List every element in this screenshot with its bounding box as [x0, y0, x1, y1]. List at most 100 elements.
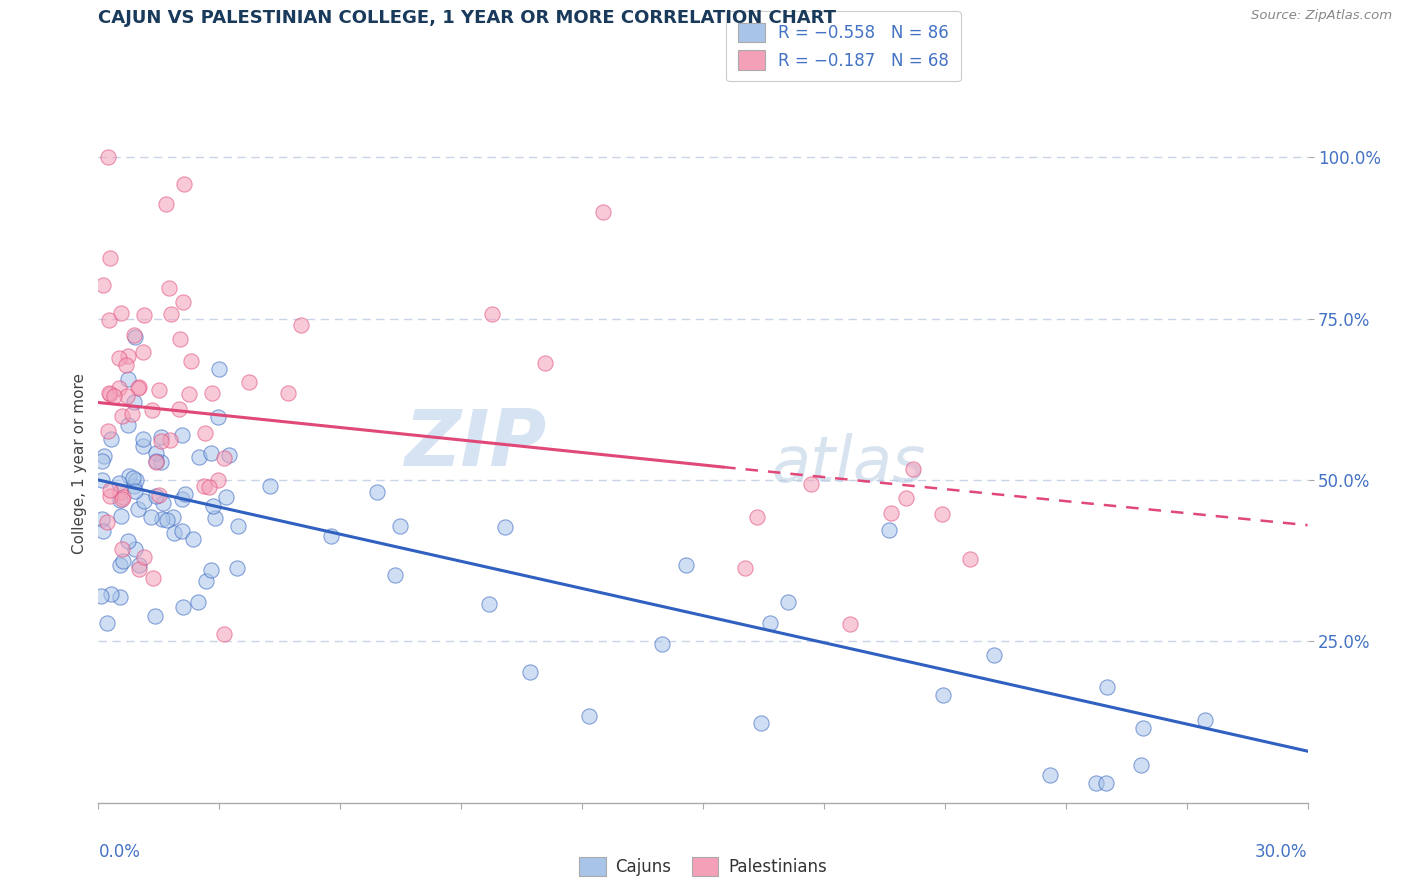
- Point: [98, 251, 121, 265]
- Point: [122, 328, 145, 343]
- Point: [98, 483, 121, 497]
- Point: [110, 484, 132, 499]
- Point: [170, 428, 193, 442]
- Point: [759, 615, 782, 630]
- Point: [150, 512, 173, 526]
- Point: [128, 562, 150, 576]
- Text: 0.0%: 0.0%: [98, 844, 141, 862]
- Point: [132, 308, 155, 322]
- Point: [124, 483, 146, 498]
- Point: [141, 510, 163, 524]
- Point: [208, 362, 231, 376]
- Point: [121, 407, 143, 421]
- Point: [149, 430, 172, 444]
- Point: [148, 383, 170, 397]
- Point: [290, 318, 312, 333]
- Point: [128, 558, 150, 572]
- Point: [200, 446, 222, 460]
- Point: [111, 541, 134, 556]
- Point: [1094, 776, 1116, 790]
- Point: [481, 307, 503, 321]
- Point: [226, 519, 249, 533]
- Point: [125, 473, 148, 487]
- Point: [734, 560, 756, 574]
- Point: [150, 455, 173, 469]
- Point: [880, 506, 903, 520]
- Point: [117, 350, 139, 364]
- Point: [132, 494, 155, 508]
- Point: [145, 454, 167, 468]
- Point: [110, 306, 132, 320]
- Point: [207, 410, 229, 425]
- Point: [225, 561, 247, 575]
- Point: [179, 387, 201, 401]
- Point: [478, 597, 501, 611]
- Point: [117, 418, 139, 433]
- Point: [778, 595, 800, 609]
- Point: [749, 716, 772, 731]
- Point: [159, 307, 181, 321]
- Point: [98, 489, 121, 503]
- Point: [193, 478, 215, 492]
- Point: [259, 479, 281, 493]
- Point: [96, 515, 118, 529]
- Point: [127, 502, 149, 516]
- Point: [519, 665, 541, 680]
- Point: [1085, 776, 1108, 790]
- Point: [1129, 757, 1152, 772]
- Point: [142, 571, 165, 585]
- Point: [97, 150, 120, 164]
- Point: [121, 471, 143, 485]
- Point: [97, 313, 120, 327]
- Point: [93, 449, 115, 463]
- Point: [132, 432, 155, 446]
- Point: [112, 491, 135, 505]
- Point: [108, 558, 131, 573]
- Point: [389, 519, 412, 533]
- Point: [159, 433, 181, 447]
- Point: [167, 401, 190, 416]
- Point: [124, 329, 146, 343]
- Point: [901, 462, 924, 476]
- Point: [384, 568, 406, 582]
- Point: [675, 558, 697, 572]
- Point: [155, 196, 177, 211]
- Point: [127, 381, 149, 395]
- Legend: Cajuns, Palestinians: Cajuns, Palestinians: [572, 850, 834, 882]
- Point: [98, 386, 121, 401]
- Point: [187, 595, 209, 609]
- Point: [214, 450, 236, 465]
- Point: [204, 511, 226, 525]
- Point: [110, 508, 132, 523]
- Point: [100, 433, 122, 447]
- Point: [122, 479, 145, 493]
- Point: [238, 375, 260, 389]
- Point: [124, 542, 146, 557]
- Point: [108, 351, 131, 365]
- Point: [114, 358, 136, 372]
- Point: [128, 380, 150, 394]
- Point: [141, 403, 163, 417]
- Point: [170, 524, 193, 538]
- Point: [132, 439, 155, 453]
- Point: [149, 434, 172, 449]
- Point: [108, 591, 131, 605]
- Point: [173, 177, 195, 191]
- Point: [896, 491, 918, 505]
- Point: [115, 389, 138, 403]
- Point: [592, 204, 614, 219]
- Point: [145, 446, 167, 460]
- Point: [111, 553, 134, 567]
- Point: [90, 473, 112, 487]
- Point: [148, 488, 170, 502]
- Point: [108, 381, 131, 395]
- Point: [201, 385, 224, 400]
- Point: [533, 356, 555, 370]
- Point: [90, 590, 112, 604]
- Point: [174, 487, 197, 501]
- Point: [277, 386, 299, 401]
- Point: [145, 489, 167, 503]
- Point: [117, 534, 139, 549]
- Point: [172, 294, 194, 309]
- Point: [96, 616, 118, 631]
